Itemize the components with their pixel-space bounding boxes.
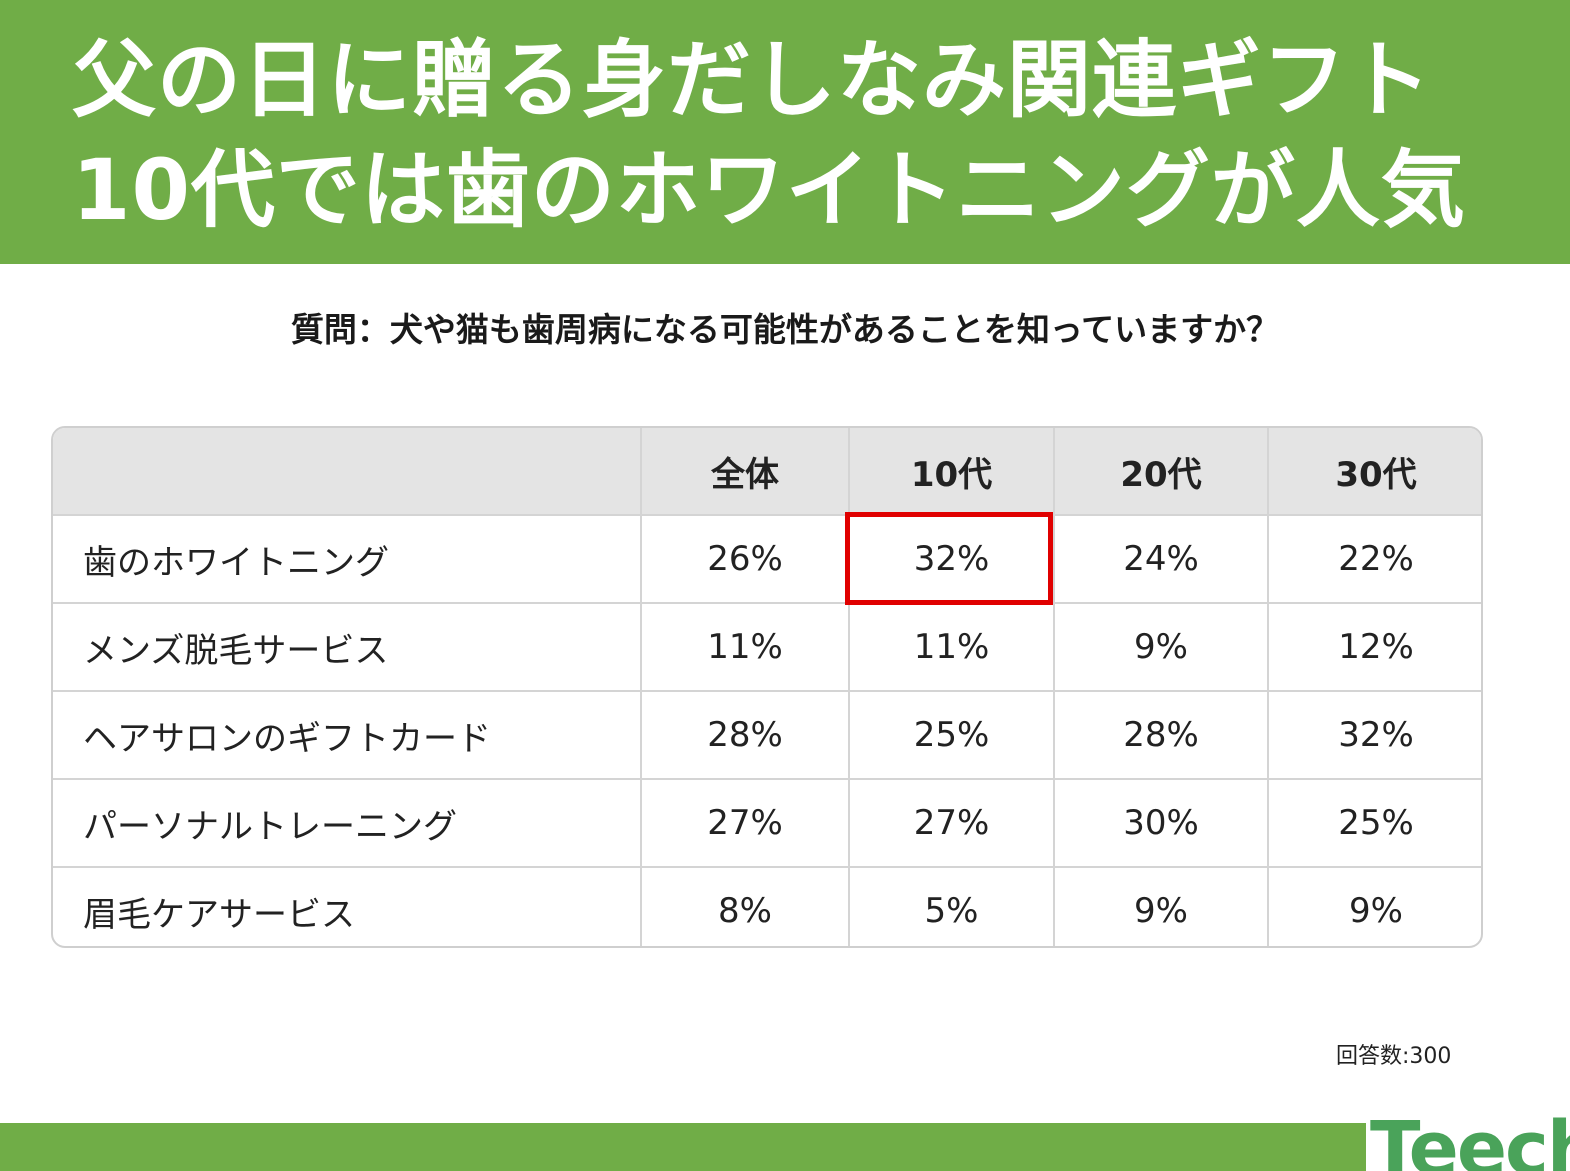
logo-text: Teech bbox=[1370, 1106, 1570, 1171]
row-label: メンズ脱毛サービス bbox=[53, 603, 642, 692]
table-cell: 9% bbox=[1349, 891, 1403, 931]
footer-bar bbox=[0, 1123, 1366, 1171]
table-cell: 9% bbox=[1054, 867, 1269, 946]
results-table: 全体 10代 20代 30代 歯のホワイトニング 26% 32% 24% 22%… bbox=[53, 428, 1481, 946]
table-cell-highlighted: 32% bbox=[849, 515, 1055, 604]
table-cell: 27% bbox=[641, 779, 850, 868]
header-cell-10s: 10代 bbox=[849, 428, 1055, 516]
header-cell-total: 全体 bbox=[641, 428, 850, 516]
title-line-2: 10代では歯のホワイトニングが人気 bbox=[72, 141, 1466, 239]
table-cell: 9% bbox=[1054, 603, 1269, 692]
survey-question: 質問：犬や猫も歯周病になる可能性があることを知っていますか？ bbox=[290, 310, 1280, 349]
table-cell: 22% bbox=[1268, 515, 1481, 604]
table-cell: 11% bbox=[849, 603, 1055, 692]
table-cell: 11% bbox=[641, 603, 850, 692]
row-label: パーソナルトレーニング bbox=[53, 779, 642, 868]
header-cell-20s: 20代 bbox=[1054, 428, 1269, 516]
row-label: 眉毛ケアサービス bbox=[53, 867, 642, 946]
table-row: メンズ脱毛サービス 11% 11% 9% 12% bbox=[53, 603, 1481, 692]
table-row: 眉毛ケアサービス 8% 5% 9% 9% bbox=[53, 867, 1481, 946]
row-label: ヘアサロンのギフトカード bbox=[53, 691, 642, 780]
table-cell: 5% bbox=[849, 867, 1055, 946]
table-cell: 32% bbox=[1268, 691, 1481, 780]
title-line-1: 父の日に贈る身だしなみ関連ギフト bbox=[72, 31, 1433, 129]
header-cell-30s: 30代 bbox=[1268, 428, 1481, 516]
table-cell: 26% bbox=[641, 515, 850, 604]
table-row: パーソナルトレーニング 27% 27% 30% 25% bbox=[53, 779, 1481, 868]
results-table-container: 全体 10代 20代 30代 歯のホワイトニング 26% 32% 24% 22%… bbox=[51, 426, 1483, 948]
title-banner: 父の日に贈る身だしなみ関連ギフト 10代では歯のホワイトニングが人気 bbox=[0, 0, 1570, 264]
table-cell: 8% bbox=[641, 867, 850, 946]
table-cell: 28% bbox=[1054, 691, 1269, 780]
table-cell: 25% bbox=[849, 691, 1055, 780]
table-row: 歯のホワイトニング 26% 32% 24% 22% bbox=[53, 515, 1481, 604]
table-cell: 27% bbox=[849, 779, 1055, 868]
table-header-row: 全体 10代 20代 30代 bbox=[53, 428, 1481, 516]
header-cell-blank bbox=[53, 428, 642, 516]
table-cell: 30% bbox=[1054, 779, 1269, 868]
table-cell: 24% bbox=[1054, 515, 1269, 604]
table-cell: 25% bbox=[1268, 779, 1481, 868]
table-cell: 28% bbox=[641, 691, 850, 780]
table-cell: 12% bbox=[1268, 603, 1481, 692]
table-row: ヘアサロンのギフトカード 28% 25% 28% 32% bbox=[53, 691, 1481, 780]
teech-logo: Teech bbox=[1366, 1106, 1570, 1171]
row-label: 歯のホワイトニング bbox=[53, 515, 642, 604]
respondent-count: 回答数:300 bbox=[1336, 1044, 1452, 1069]
